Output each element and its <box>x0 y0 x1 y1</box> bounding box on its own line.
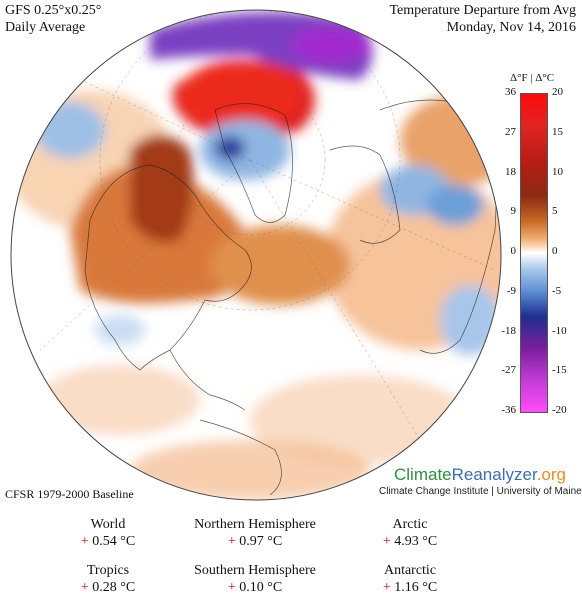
legend-unit-c: Δ°C <box>535 72 555 84</box>
climatereanalyzer-logo: ClimateReanalyzer.org <box>394 465 566 485</box>
stat-label: Antarctic <box>383 563 437 578</box>
stat-northern-hemisphere: Northern Hemisphere + 0.97 °C <box>175 516 335 550</box>
logo-climate: Climate <box>394 465 452 484</box>
legend-tick-c: 5 <box>552 205 558 218</box>
stat-value: 0.28 °C <box>92 580 136 595</box>
stat-value: 1.16 °C <box>394 580 438 595</box>
legend-tick-c: 15 <box>552 125 563 138</box>
legend-tick-c: -15 <box>552 364 567 377</box>
stat-sign: + <box>227 580 236 595</box>
stat-label: Southern Hemisphere <box>194 563 316 578</box>
stat-tropics: Tropics + 0.28 °C <box>28 562 188 596</box>
stat-sign: + <box>382 580 391 595</box>
stat-antarctic: Antarctic + 1.16 °C <box>330 562 490 596</box>
stat-value: 0.54 °C <box>92 534 136 549</box>
legend-tick-c: -10 <box>552 324 567 337</box>
stat-value: 0.97 °C <box>239 534 283 549</box>
stat-label: Northern Hemisphere <box>194 517 316 532</box>
stat-arctic: Arctic + 4.93 °C <box>330 516 490 550</box>
institute-credit: Climate Change Institute | University of… <box>379 486 582 497</box>
legend-tick-f: -9 <box>506 284 516 297</box>
stat-world: World + 0.54 °C <box>28 516 188 550</box>
averaging-period: Daily Average <box>5 20 86 35</box>
legend-tick-c: 20 <box>552 86 563 98</box>
graticule <box>39 10 496 441</box>
stat-sign: + <box>382 534 391 549</box>
stat-sign: + <box>80 580 89 595</box>
baseline-note: CFSR 1979-2000 Baseline <box>5 487 134 501</box>
legend-unit-separator: | <box>530 72 533 84</box>
legend-colorbar <box>520 93 548 413</box>
legend-tick-f: -36 <box>501 404 516 416</box>
legend-tick-f: 27 <box>505 125 516 138</box>
legend-tick-f: -27 <box>501 364 516 377</box>
stat-label: Arctic <box>392 517 428 532</box>
model-resolution: GFS 0.25°x0.25° <box>5 3 102 18</box>
globe-outline <box>10 9 502 501</box>
stat-southern-hemisphere: Southern Hemisphere + 0.10 °C <box>175 562 335 596</box>
legend-tick-c: 0 <box>552 245 558 257</box>
stat-sign: + <box>80 534 89 549</box>
legend-unit-f: Δ°F <box>510 72 528 84</box>
map-title: Temperature Departure from Avg <box>389 3 576 18</box>
legend-tick-c: -5 <box>552 284 562 297</box>
logo-org: .org <box>536 465 566 484</box>
stat-value: 0.10 °C <box>239 580 283 595</box>
logo-reanalyzer: Reanalyzer <box>451 465 537 484</box>
stat-label: World <box>90 517 126 532</box>
legend-units: Δ°F | Δ°C <box>510 72 554 84</box>
map-date: Monday, Nov 14, 2016 <box>446 20 576 35</box>
stat-label: Tropics <box>86 563 130 578</box>
legend-tick-f: 36 <box>505 86 516 98</box>
legend-tick-c: -20 <box>552 404 567 416</box>
stat-sign: + <box>227 534 236 549</box>
legend-tick-f: 18 <box>505 165 516 178</box>
legend-tick-f: 9 <box>510 205 517 218</box>
legend-tick-f: -18 <box>501 324 516 337</box>
legend-tick-c: 10 <box>552 165 563 178</box>
legend-tick-f: 0 <box>510 245 517 257</box>
stat-value: 4.93 °C <box>394 534 438 549</box>
